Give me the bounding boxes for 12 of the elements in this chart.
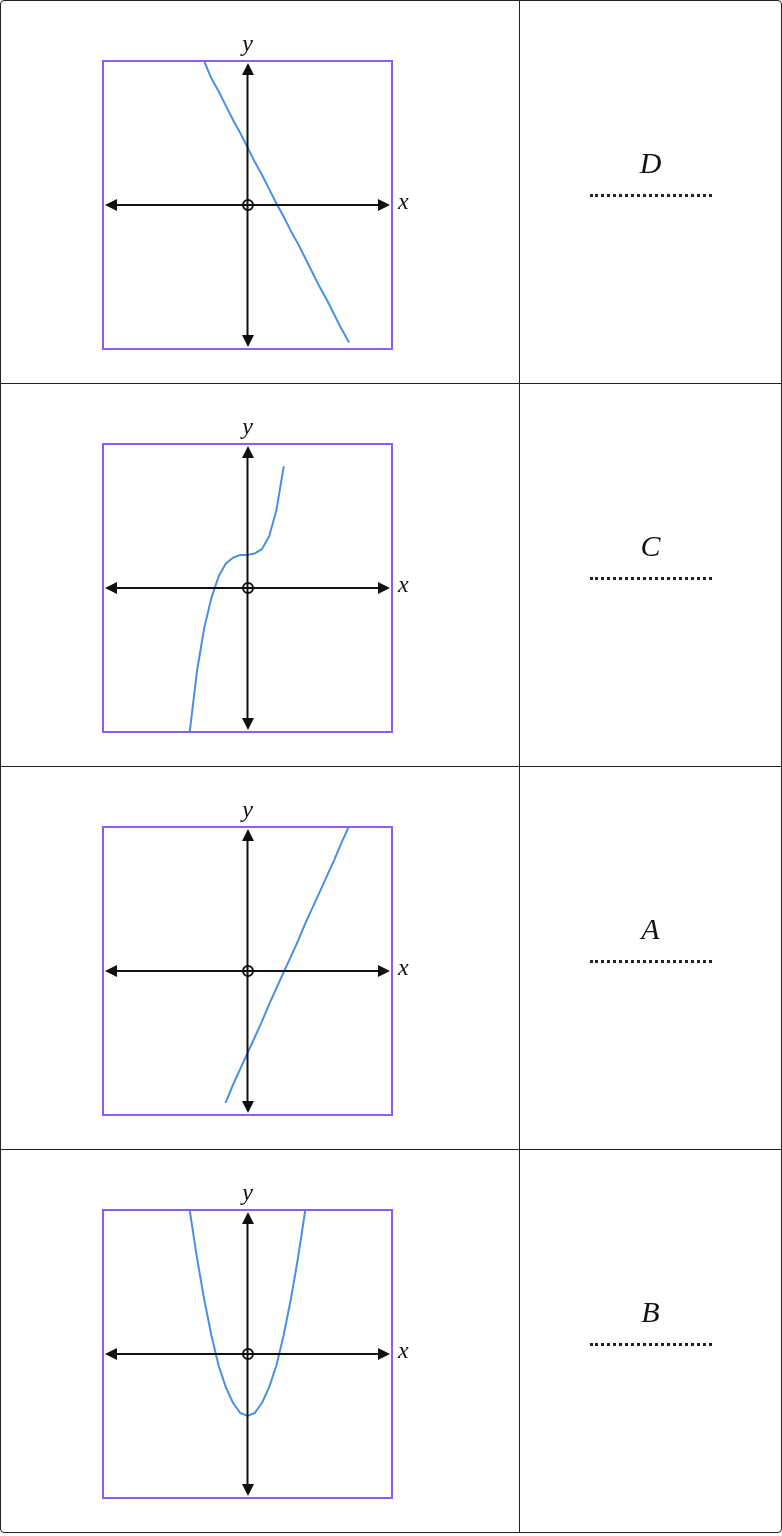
x-axis-title: x — [397, 188, 409, 215]
text: D — [638, 146, 663, 180]
x-axis-title: x — [397, 571, 409, 598]
text: A — [638, 912, 661, 946]
text: B — [640, 1295, 661, 1329]
y-axis-title: y — [240, 1179, 254, 1206]
x-axis-title: x — [397, 954, 409, 981]
y-axis-title: y — [240, 796, 254, 823]
y-axis-title: y — [240, 413, 254, 440]
x-axis-title: x — [397, 1337, 409, 1364]
text: C — [639, 529, 662, 563]
y-axis-title: y — [240, 30, 254, 57]
